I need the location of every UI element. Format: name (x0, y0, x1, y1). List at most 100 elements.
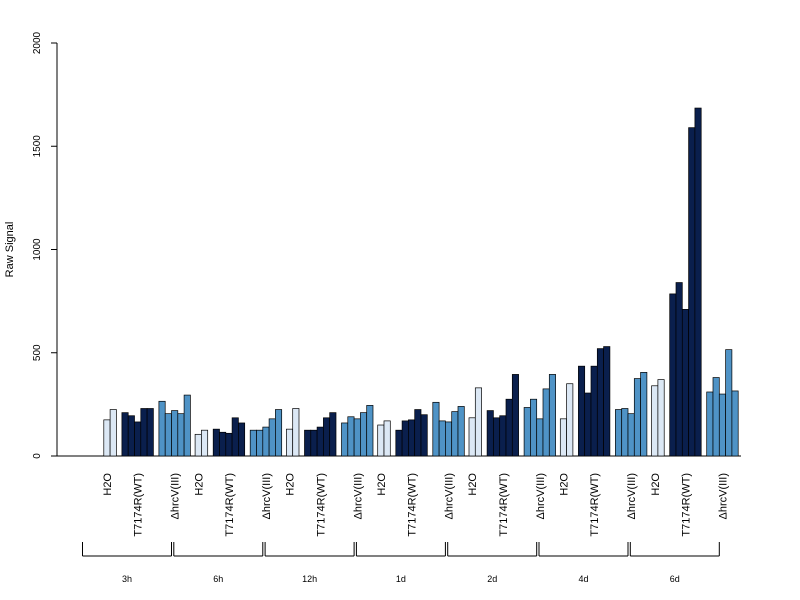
category-label: H2O (193, 473, 205, 496)
category-label: ΔhrcV(III) (170, 473, 182, 519)
bar-4d-1 (584, 392, 592, 457)
bar-12h-2 (353, 418, 361, 457)
bar-6d-2 (718, 393, 726, 457)
bar-6d-2 (706, 391, 714, 457)
category-label: H2O (650, 473, 662, 496)
bar-3h-1 (121, 412, 129, 457)
bar-1d-1 (420, 414, 428, 457)
bar-3h-0 (103, 419, 111, 457)
category-label: ΔhrcV(III) (261, 473, 273, 519)
bar-6d-1 (681, 309, 689, 457)
bar-6h-2 (268, 418, 276, 457)
bar-3h-1 (127, 415, 135, 457)
bar-2d-2 (523, 407, 531, 457)
category-label: ΔhrcV(III) (352, 473, 364, 519)
bar-1d-1 (408, 419, 416, 457)
bar-3h-2 (177, 413, 185, 457)
bar-3h-2 (171, 410, 179, 457)
bar-6d-0 (651, 385, 659, 457)
bar-4d-2 (633, 378, 641, 457)
bar-6h-1 (238, 422, 246, 457)
category-label: T7174R(WT) (315, 473, 327, 537)
bars-layer (103, 107, 739, 457)
group-label: 6d (670, 574, 680, 584)
bar-6h-2 (256, 429, 264, 457)
bar-12h-1 (310, 429, 318, 457)
bar-4d-0 (566, 383, 574, 457)
category-label: ΔhrcV(III) (444, 473, 456, 519)
category-label: H2O (376, 473, 388, 496)
category-labels-layer: H2O T7174R(WT) ΔhrcV(III) H2O T7174R(WT) Δhrc… (102, 473, 730, 537)
bar-6d-1 (675, 282, 683, 457)
y-axis-label: Raw Signal (4, 222, 16, 278)
category-label: H2O (102, 473, 114, 496)
bar-6d-2 (725, 349, 733, 457)
bar-2d-2 (530, 398, 538, 457)
group-label: 1d (396, 574, 406, 584)
y-tick-label: 1000 (32, 238, 43, 261)
bar-4d-2 (640, 372, 648, 457)
bar-1d-2 (445, 421, 453, 457)
group-label: 2d (487, 574, 497, 584)
bar-2d-2 (548, 374, 556, 457)
bar-4d-1 (578, 365, 586, 457)
bar-6d-2 (731, 390, 739, 457)
category-label: T7174R(WT) (680, 473, 692, 537)
group-label: 12h (302, 574, 317, 584)
bar-1d-2 (438, 420, 446, 457)
bar-1d-1 (395, 429, 403, 457)
category-label: ΔhrcV(III) (535, 473, 547, 519)
bar-1d-0 (377, 424, 385, 457)
bar-6d-0 (657, 379, 665, 457)
category-label: H2O (467, 473, 479, 496)
bar-2d-1 (511, 374, 519, 457)
bar-3h-1 (140, 408, 148, 457)
group-label: 3h (122, 574, 132, 584)
bar-4d-2 (627, 413, 635, 457)
bar-6h-1 (219, 431, 227, 457)
bar-12h-2 (360, 412, 368, 457)
category-label: ΔhrcV(III) (717, 473, 729, 519)
bar-6d-1 (694, 107, 702, 457)
bar-4d-1 (590, 365, 598, 457)
category-label: T7174R(WT) (498, 473, 510, 537)
bar-3h-1 (134, 421, 142, 457)
bar-6d-1 (669, 293, 677, 457)
group-label: 4d (578, 574, 588, 584)
bar-2d-0 (474, 387, 482, 457)
bar-2d-1 (493, 417, 501, 457)
category-label: T7174R(WT) (589, 473, 601, 537)
bar-6h-2 (275, 409, 283, 457)
bar-12h-1 (316, 426, 324, 457)
bar-4d-0 (559, 418, 567, 457)
bar-6h-2 (249, 429, 257, 457)
bar-3h-2 (158, 400, 166, 457)
bar-2d-0 (468, 417, 476, 457)
bar-6h-0 (194, 433, 202, 457)
bar-2d-1 (505, 398, 513, 457)
category-label: H2O (285, 473, 297, 496)
bar-1d-2 (432, 401, 440, 457)
bar-6h-0 (201, 429, 209, 457)
bar-1d-0 (383, 420, 391, 457)
bar-4d-2 (621, 408, 629, 457)
bar-12h-0 (292, 408, 300, 457)
bar-12h-1 (304, 429, 312, 457)
category-label: T7174R(WT) (133, 473, 145, 537)
bar-3h-2 (164, 413, 172, 457)
group-brackets-layer: 3h 6h 12h 1d 2d 4d 6d (82, 542, 720, 584)
bar-3h-0 (109, 409, 117, 457)
y-axis: 0 500 1000 1500 2000 (32, 31, 58, 459)
bar-2d-2 (542, 388, 550, 457)
bar-12h-2 (347, 416, 355, 457)
bar-6d-2 (712, 377, 720, 457)
bar-6d-1 (688, 127, 696, 457)
bar-6h-1 (225, 432, 233, 457)
bar-12h-2 (366, 405, 374, 457)
y-tick-label: 500 (32, 344, 43, 361)
bar-3h-1 (146, 408, 154, 457)
bar-2d-2 (536, 418, 544, 457)
bar-12h-2 (341, 422, 349, 457)
category-label: H2O (558, 473, 570, 496)
